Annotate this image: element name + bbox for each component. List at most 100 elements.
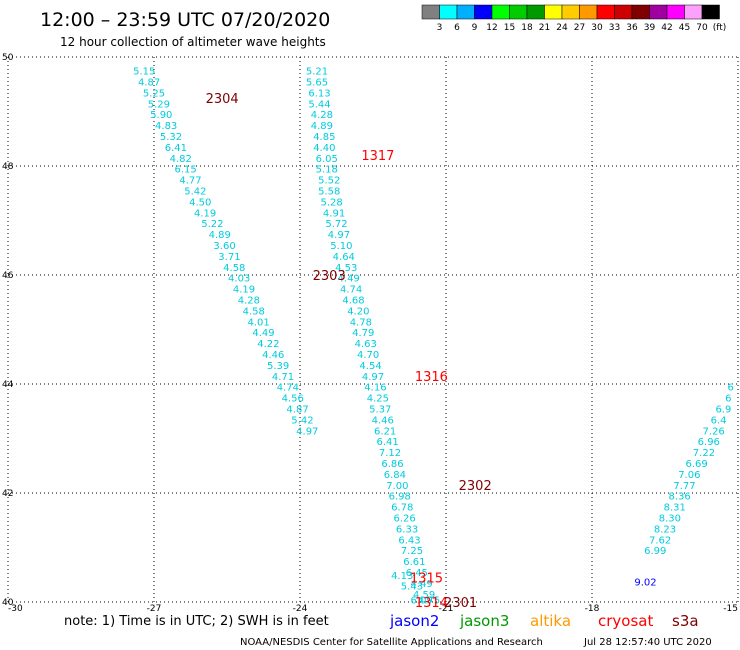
pass-label: 2303 bbox=[313, 269, 346, 284]
wave-height-point: 7.25 bbox=[401, 546, 423, 557]
x-axis-ticks: -30 -27 -24 -21 -18 -15 bbox=[8, 604, 738, 614]
wave-height-point: 5.15 bbox=[133, 67, 155, 78]
x-tick-label: -24 bbox=[293, 604, 308, 614]
colorbar-legend: 3 6 9 12 15 18 21 24 27 30 33 36 39 42 45 70 (ft) bbox=[421, 4, 726, 33]
colorbar-swatch bbox=[421, 4, 440, 20]
colorbar-swatch bbox=[526, 4, 545, 20]
wave-height-point: 4.87 bbox=[138, 78, 160, 89]
wave-height-point: 4.25 bbox=[367, 394, 389, 405]
satellite-legend-cryosat: cryosat bbox=[598, 612, 653, 630]
wave-height-point: 5.29 bbox=[148, 99, 170, 110]
wave-height-point: 4.79 bbox=[352, 328, 374, 339]
wave-height-point: 5.37 bbox=[369, 405, 391, 416]
footer-timestamp: Jul 28 12:57:40 UTC 2020 bbox=[583, 637, 712, 648]
wave-height-point: 3.60 bbox=[213, 241, 235, 252]
wave-height-point: 5.39 bbox=[267, 361, 289, 372]
wave-height-point: 6.33 bbox=[396, 524, 418, 535]
wave-height-point: 6.4 bbox=[711, 415, 727, 426]
pass-label: 2301 bbox=[444, 596, 477, 611]
wave-height-point: 6.86 bbox=[381, 459, 403, 470]
colorbar-label: 21 bbox=[539, 23, 550, 33]
wave-height-point: 6.45 bbox=[406, 568, 428, 579]
pass-label: 1315 bbox=[410, 571, 443, 586]
colorbar-label: 27 bbox=[574, 23, 585, 33]
wave-height-point: 4.97 bbox=[328, 230, 350, 241]
wave-height-point: 4.78 bbox=[350, 317, 372, 328]
wave-height-point: 7.12 bbox=[379, 448, 401, 459]
note-text: note: 1) Time is in UTC; 2) SWH is in fe… bbox=[64, 614, 329, 629]
wave-height-point: 4.28 bbox=[311, 110, 333, 121]
wave-height-point: 4.19 bbox=[233, 285, 255, 296]
wave-height-point: 4.58 bbox=[243, 306, 265, 317]
wave-height-point: 8.31 bbox=[664, 503, 686, 514]
wave-height-point: 4.56 bbox=[282, 394, 304, 405]
wave-height-point: 9.02 bbox=[634, 577, 656, 588]
y-axis-ticks: 40 42 44 46 48 50 bbox=[2, 53, 14, 608]
wave-height-point: 6.96 bbox=[698, 437, 720, 448]
wave-height-point: 6.61 bbox=[403, 557, 425, 568]
colorbar-swatch bbox=[474, 4, 493, 20]
y-tick-label: 48 bbox=[2, 162, 14, 172]
y-tick-label: 50 bbox=[2, 53, 14, 63]
wave-height-point: 5.10 bbox=[330, 241, 352, 252]
wave-height-point: 5.44 bbox=[308, 99, 330, 110]
x-tick-label: -15 bbox=[723, 604, 738, 614]
wave-height-point: 5.72 bbox=[325, 219, 347, 230]
wave-height-point: 6.26 bbox=[394, 514, 416, 525]
colorbar-swatch bbox=[631, 4, 650, 20]
map-grid bbox=[7, 56, 739, 603]
wave-height-point: 6.98 bbox=[389, 492, 411, 503]
satellite-legend-jason3: jason3 bbox=[459, 612, 509, 630]
colorbar-label: 24 bbox=[556, 23, 568, 33]
colorbar-swatch bbox=[701, 4, 720, 20]
wave-height-point: 4.49 bbox=[411, 579, 433, 590]
satellite-legend: jason2 jason3 altika cryosat s3a bbox=[389, 612, 699, 630]
wave-height-point: 6.15 bbox=[175, 165, 197, 176]
chart-title: 12:00 – 23:59 UTC 07/20/2020 bbox=[40, 9, 330, 31]
colorbar-label: 42 bbox=[661, 23, 672, 33]
wave-height-point: 4.85 bbox=[313, 132, 335, 143]
wave-height-point: 4.46 bbox=[372, 415, 394, 426]
wave-height-point: 4.54 bbox=[359, 361, 381, 372]
wave-height-point: 4.97 bbox=[296, 426, 318, 437]
wave-height-point: 4.83 bbox=[155, 121, 177, 132]
wave-height-point: 4.20 bbox=[347, 306, 369, 317]
wave-height-point: 4.22 bbox=[257, 339, 279, 350]
colorbar-swatch bbox=[649, 4, 668, 20]
wave-height-point: 4.89 bbox=[209, 230, 231, 241]
y-tick-label: 46 bbox=[2, 271, 14, 281]
x-tick-label: -30 bbox=[8, 604, 23, 614]
colorbar-label: 12 bbox=[486, 23, 497, 33]
wave-height-point: 4.91 bbox=[323, 208, 345, 219]
pass-label: 1316 bbox=[415, 370, 448, 385]
x-tick-label: -27 bbox=[147, 604, 162, 614]
colorbar-label: 18 bbox=[521, 23, 533, 33]
colorbar-label: 33 bbox=[609, 23, 620, 33]
x-tick-label: -18 bbox=[585, 604, 600, 614]
wave-height-point: 4.87 bbox=[286, 405, 308, 416]
wave-height-point: 4.89 bbox=[311, 121, 333, 132]
wave-height-point: 4.82 bbox=[170, 154, 192, 165]
wave-height-point: 4.64 bbox=[333, 252, 355, 263]
wave-height-point: 8.36 bbox=[668, 492, 690, 503]
wave-height-point: 4.40 bbox=[313, 143, 335, 154]
wave-height-point: 4.74 bbox=[277, 383, 299, 394]
wave-height-point: 4.68 bbox=[342, 296, 364, 307]
wave-height-point: 4.75 bbox=[418, 595, 440, 606]
colorbar-label: 9 bbox=[472, 23, 478, 33]
colorbar-label: 39 bbox=[644, 23, 656, 33]
wave-height-point: 4.01 bbox=[248, 317, 270, 328]
y-tick-label: 42 bbox=[2, 489, 13, 499]
wave-height-point: 5.22 bbox=[201, 219, 223, 230]
colorbar-label: 36 bbox=[626, 23, 638, 33]
chart-subtitle: 12 hour collection of altimeter wave hei… bbox=[60, 35, 326, 49]
y-tick-label: 44 bbox=[2, 380, 14, 390]
colorbar-swatch bbox=[561, 4, 580, 20]
wave-height-point: 6.84 bbox=[384, 470, 406, 481]
wave-height-point: 4.46 bbox=[262, 350, 284, 361]
wave-height-point: 6.09 bbox=[411, 595, 433, 606]
wave-height-point: 5.43 bbox=[401, 582, 423, 593]
wave-height-point: 6 bbox=[728, 383, 734, 394]
